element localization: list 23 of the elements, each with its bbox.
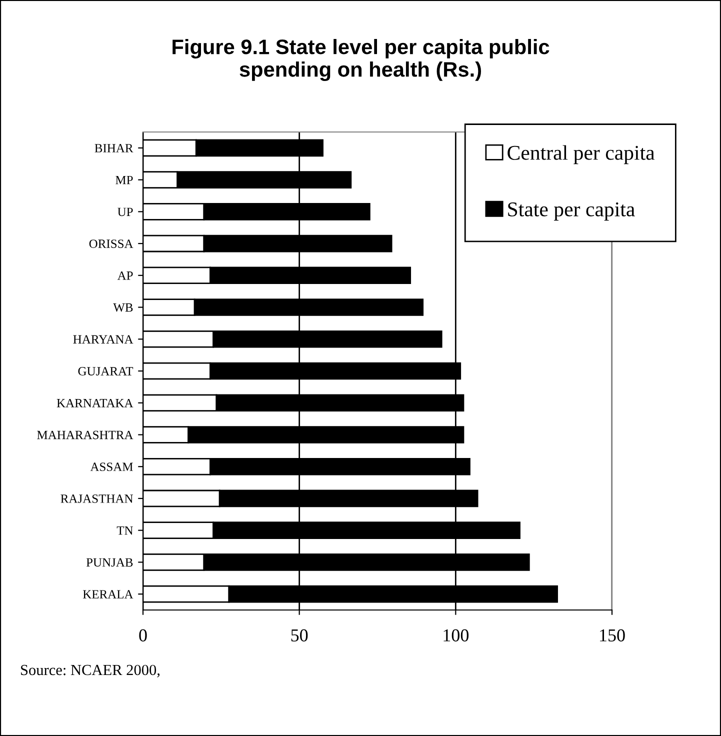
x-tick-label: 0 xyxy=(139,629,147,642)
y-tick-label: AP xyxy=(117,271,133,280)
y-tick-label: RAJASTHAN xyxy=(60,494,133,503)
source-note: Source: NCAER 2000, xyxy=(21,664,160,678)
y-tick-label: BIHAR xyxy=(94,144,134,152)
x-tick-label: 150 xyxy=(600,629,625,642)
y-tick-label: MP xyxy=(116,176,133,184)
chart-title: Figure 9.1 State level per capita public spending on health (Rs.) xyxy=(172,38,550,82)
y-tick-label: ASSAM xyxy=(90,462,133,472)
y-tick-label: WB xyxy=(113,303,133,312)
legend-label: State per capita xyxy=(508,202,635,221)
y-tick-label: TN xyxy=(116,526,133,535)
y-tick-label: UP xyxy=(118,208,133,216)
y-tick-label: KERALA xyxy=(82,590,134,598)
x-tick-label: 100 xyxy=(444,629,469,642)
y-tick-label: KARNATAKA xyxy=(56,398,134,408)
x-tick-label: 50 xyxy=(291,629,308,642)
y-tick-label: ORISSA xyxy=(89,240,134,248)
y-tick-label: HARYANA xyxy=(73,335,134,344)
y-tick-label: PUNJAB xyxy=(86,558,133,567)
y-tick-label: GUJARAT xyxy=(78,367,134,376)
legend-label: Central per capita xyxy=(508,145,655,164)
y-tick-label: MAHARASHTRA xyxy=(37,430,134,440)
